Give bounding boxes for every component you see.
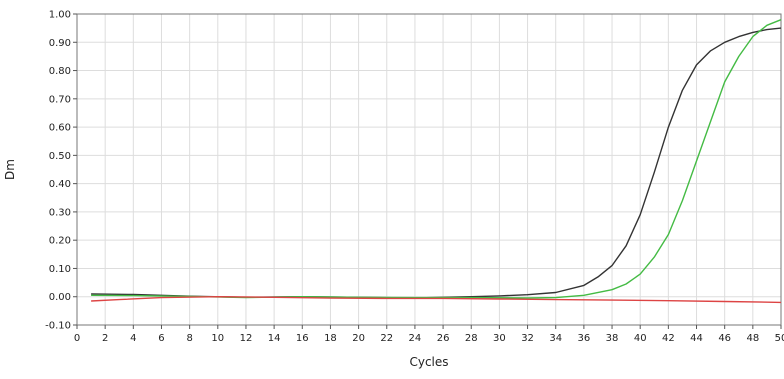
tick-labels: 0 2 4 6 8 10 12 14 16 18 20 22 24 26 28 30 32 34 36 38 40 42 4… (45, 10, 784, 345)
x-tick-label: 24 (409, 333, 422, 344)
y-tick-label: 0.30 (49, 207, 71, 218)
y-tick-label: 1.00 (49, 10, 71, 21)
series-line-3 (91, 296, 782, 304)
y-tick-label: 0.20 (49, 236, 71, 247)
x-tick-label: 42 (662, 333, 675, 344)
series-lines (91, 19, 782, 304)
y-tick-label: 0.10 (49, 264, 71, 275)
x-tick-label: 34 (549, 333, 562, 344)
x-axis-label: Cycles (409, 355, 448, 369)
x-tick-label: 0 (74, 333, 80, 344)
series-line-2 (91, 19, 782, 299)
x-tick-label: 10 (211, 333, 224, 344)
x-tick-label: 40 (634, 333, 647, 344)
x-tick-label: 8 (186, 333, 192, 344)
y-tick-label: -0.10 (45, 321, 71, 332)
y-tick-label: 0.80 (49, 66, 71, 77)
y-axis-label: Dm (3, 159, 17, 180)
x-tick-label: 38 (606, 333, 619, 344)
y-tick-label: 0.60 (49, 123, 71, 134)
x-tick-label: 14 (268, 333, 281, 344)
x-tick-label: 2 (102, 333, 108, 344)
x-tick-label: 30 (493, 333, 506, 344)
y-tick-label: 0.50 (49, 151, 71, 162)
x-tick-label: 4 (130, 333, 136, 344)
x-tick-label: 18 (324, 333, 337, 344)
x-tick-label: 20 (352, 333, 365, 344)
x-tick-label: 36 (578, 333, 591, 344)
x-tick-label: 22 (380, 333, 393, 344)
y-tick-label: 0.40 (49, 179, 71, 190)
x-tick-label: 46 (718, 333, 731, 344)
x-tick-label: 48 (746, 333, 759, 344)
x-tick-label: 12 (240, 333, 253, 344)
x-tick-label: 32 (521, 333, 534, 344)
y-tick-label: 0.00 (49, 292, 71, 303)
plot-frame (76, 13, 782, 326)
x-tick-label: 6 (158, 333, 164, 344)
x-tick-label: 44 (690, 333, 703, 344)
x-tick-label: 28 (465, 333, 478, 344)
x-tick-label: 50 (775, 333, 784, 344)
y-tick-label: 0.70 (49, 94, 71, 105)
x-tick-label: 16 (296, 333, 309, 344)
x-tick-label: 26 (437, 333, 450, 344)
y-tick-label: 0.90 (49, 38, 71, 49)
axes (73, 13, 782, 329)
